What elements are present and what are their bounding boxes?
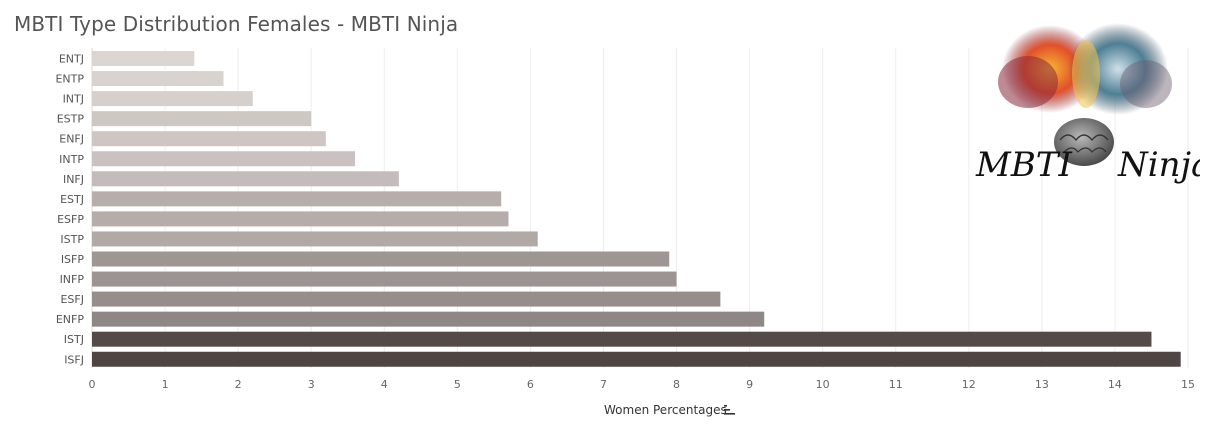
- x-tick-label: 2: [235, 378, 242, 391]
- chart-title: MBTI Type Distribution Females - MBTI Ni…: [14, 12, 459, 36]
- x-tick-label: 1: [162, 378, 169, 391]
- category-label: ISTJ: [64, 333, 84, 346]
- bar-isfp[interactable]: [92, 251, 670, 267]
- brain-smoke-logo: MBTI Ninja: [975, 23, 1200, 185]
- bar-esfj[interactable]: [92, 291, 721, 307]
- bar-estj[interactable]: [92, 191, 502, 207]
- category-label: INFP: [60, 273, 85, 286]
- svg-text:MBTI: MBTI: [975, 145, 1072, 185]
- x-tick-label: 6: [527, 378, 534, 391]
- category-label: ESFJ: [60, 293, 84, 306]
- x-tick-label: 8: [673, 378, 680, 391]
- x-axis-ticks: 0 1 2 3 4 5 6 7 8 9 10 11 12 13 14 15: [89, 378, 1196, 391]
- category-label: ENTP: [55, 73, 84, 86]
- bar-enfp[interactable]: [92, 311, 765, 327]
- category-label: ENTJ: [59, 53, 84, 66]
- svg-text:Ninja: Ninja: [1117, 145, 1200, 185]
- bar-esfp[interactable]: [92, 211, 509, 227]
- bar-isfj[interactable]: [92, 351, 1181, 367]
- category-label: ESTP: [57, 113, 85, 126]
- x-tick-label: 12: [962, 378, 976, 391]
- bar-infj[interactable]: [92, 171, 399, 187]
- x-tick-label: 10: [816, 378, 830, 391]
- category-label: ISFJ: [64, 353, 84, 366]
- bar-infp[interactable]: [92, 271, 677, 287]
- category-label: INTJ: [63, 93, 84, 106]
- x-tick-label: 13: [1035, 378, 1049, 391]
- category-label: INFJ: [63, 173, 84, 186]
- x-axis-title: Women Percentages: [604, 403, 727, 417]
- category-label: ENFJ: [59, 133, 84, 146]
- bar-entj[interactable]: [92, 51, 195, 66]
- bar-intp[interactable]: [92, 151, 356, 167]
- bar-entp[interactable]: [92, 71, 224, 87]
- category-labels: ENTJ ENTP INTJ ESTP ENFJ INTP INFJ ESTJ ESFP ISTP…: [55, 53, 84, 367]
- bar-intj[interactable]: [92, 91, 253, 107]
- bar-istp[interactable]: [92, 231, 538, 247]
- category-label: INTP: [59, 153, 84, 166]
- x-tick-label: 11: [889, 378, 903, 391]
- x-tick-label: 15: [1181, 378, 1195, 391]
- x-tick-label: 9: [746, 378, 753, 391]
- category-label: ENFP: [56, 313, 85, 326]
- category-label: ISFP: [61, 253, 85, 266]
- bars: [92, 51, 1181, 367]
- category-label: ESFP: [57, 213, 84, 226]
- x-tick-label: 4: [381, 378, 388, 391]
- bar-istj[interactable]: [92, 331, 1152, 347]
- bar-estp[interactable]: [92, 111, 312, 127]
- x-tick-label: 0: [89, 378, 96, 391]
- sort-descending-icon[interactable]: [724, 405, 736, 415]
- x-tick-label: 5: [454, 378, 461, 391]
- bar-enfj[interactable]: [92, 131, 326, 147]
- x-tick-label: 3: [308, 378, 315, 391]
- category-label: ESTJ: [60, 193, 84, 206]
- x-tick-label: 7: [600, 378, 607, 391]
- category-label: ISTP: [60, 233, 84, 246]
- x-tick-label: 14: [1108, 378, 1122, 391]
